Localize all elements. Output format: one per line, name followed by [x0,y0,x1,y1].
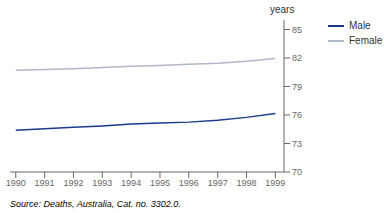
svg-text:82: 82 [292,53,302,63]
svg-text:1999: 1999 [265,178,285,188]
svg-text:1997: 1997 [208,178,228,188]
svg-text:1992: 1992 [63,178,83,188]
svg-text:1998: 1998 [236,178,256,188]
svg-text:70: 70 [292,167,302,177]
html-text:Male: Male [349,20,371,31]
svg-text:85: 85 [292,25,302,35]
svg-text:1995: 1995 [150,178,170,188]
html-text:Source: Deaths, Australia, Cat: Source: Deaths, Australia, Cat. no. 3302… [10,199,181,209]
svg-text:1991: 1991 [35,178,55,188]
html-text:Female: Female [349,35,383,46]
svg-text:1990: 1990 [8,178,26,188]
html-text:years: years [270,4,295,15]
svg-text:79: 79 [292,82,302,92]
svg-text:73: 73 [292,139,302,149]
svg-text:1993: 1993 [92,178,112,188]
svg-text:1996: 1996 [179,178,199,188]
svg-text:1994: 1994 [121,178,141,188]
svg-text:76: 76 [292,110,302,120]
